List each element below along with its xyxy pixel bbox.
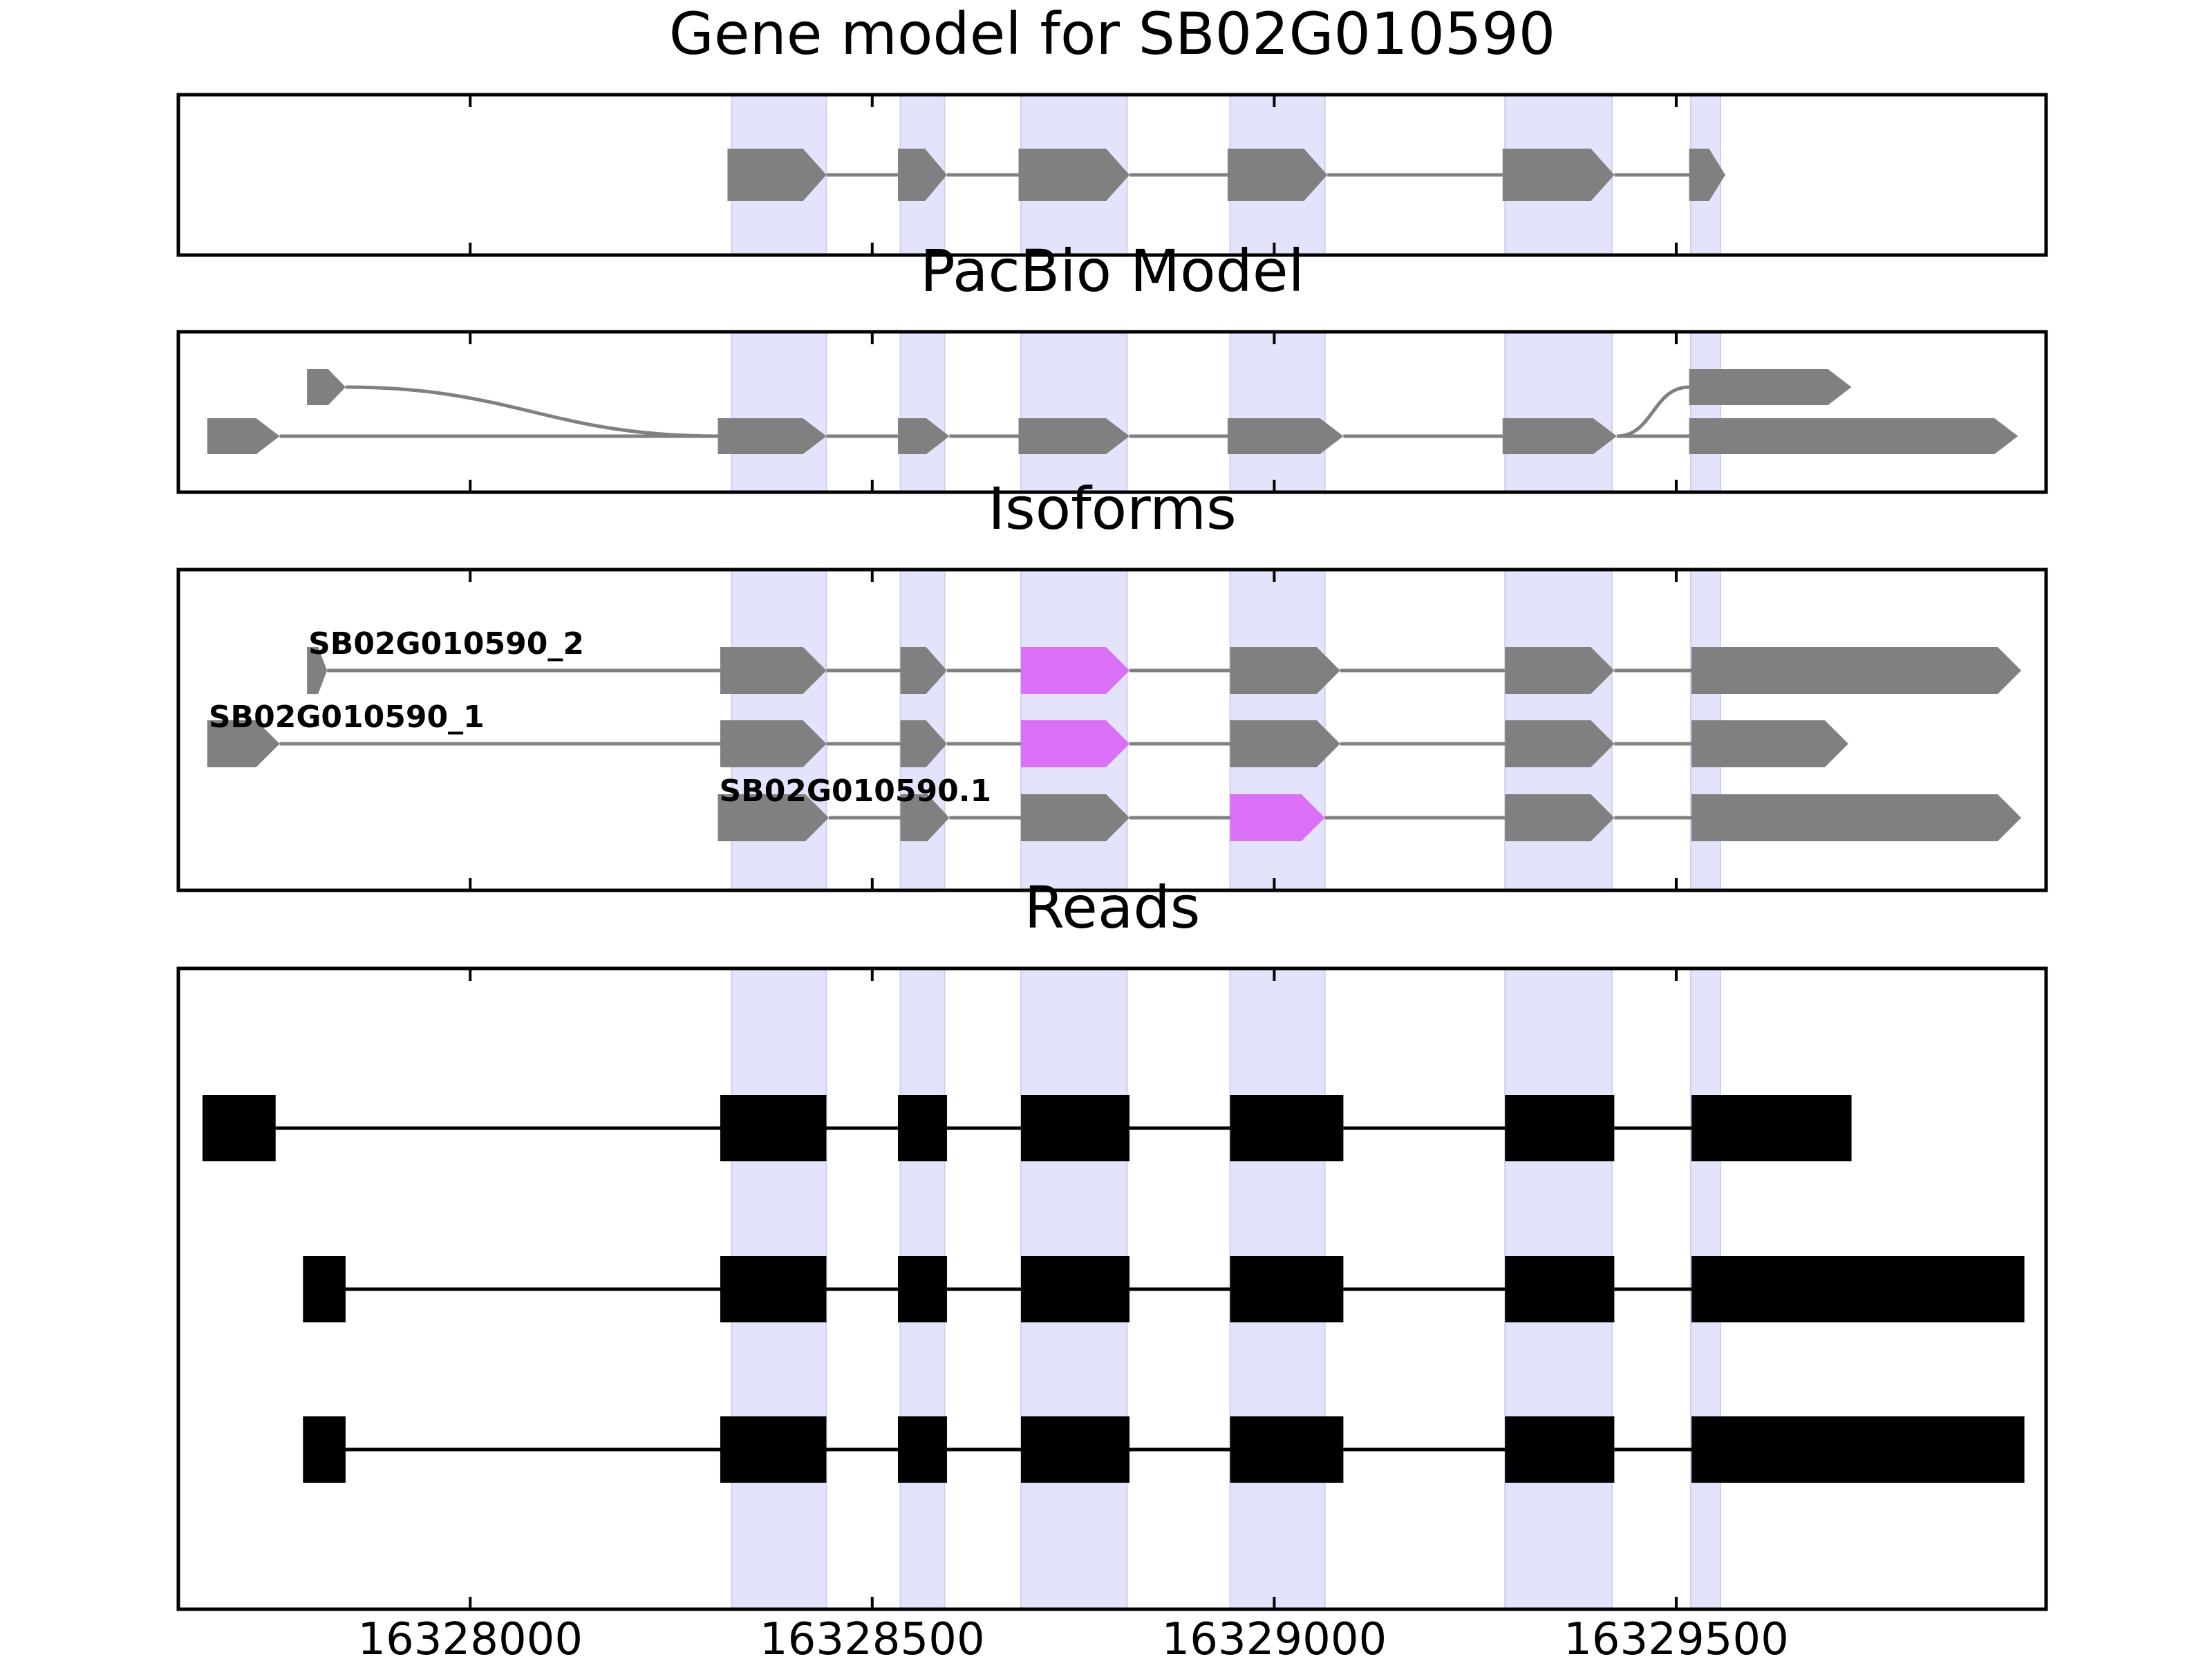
exon [900, 794, 950, 841]
read-block [1230, 1095, 1344, 1161]
exon [1691, 794, 2021, 841]
exon [1505, 794, 1615, 841]
read-block [1691, 1416, 2025, 1483]
read-block [898, 1095, 947, 1161]
connector-curve [1616, 385, 1689, 438]
exon-band [1505, 332, 1612, 492]
panel-4: Reads [176, 874, 2048, 1611]
track [727, 149, 1725, 201]
track [307, 369, 1852, 405]
highlighted-exon [1020, 720, 1130, 767]
highlighted-exon [1020, 647, 1130, 694]
read-block [1691, 1095, 1852, 1161]
panel-frame [176, 93, 2048, 257]
read-block [1230, 1416, 1344, 1483]
panel-3: Isoforms SB02G010590_2 SB02G010590_1 SB02G0… [176, 475, 2048, 892]
exon [1230, 720, 1340, 767]
panel-frame [176, 966, 2048, 1611]
highlighted-exon [1230, 794, 1325, 841]
exon [1502, 418, 1617, 454]
panel-frame [176, 330, 2048, 494]
x-axis: 16328000 16328500 16329000 16329500 [357, 1614, 1788, 1659]
exon [1227, 149, 1328, 201]
panel-title: Gene model for SB02G010590 [669, 0, 1555, 68]
exon [727, 149, 827, 201]
panel-1: Gene model for SB02G010590 [176, 0, 2048, 257]
exon-band [900, 332, 945, 492]
exon [900, 647, 947, 694]
exon [1502, 149, 1615, 201]
panel-title: Reads [1024, 874, 1201, 941]
read-block [720, 1416, 827, 1483]
x-tick-label: 16328000 [357, 1614, 583, 1659]
read-block [898, 1416, 947, 1483]
exon-band [731, 332, 827, 492]
x-tick-label: 16329000 [1162, 1614, 1387, 1659]
track [303, 1256, 2025, 1322]
read-block [1020, 1416, 1130, 1483]
read-block [898, 1256, 947, 1322]
exon [307, 369, 346, 405]
exon [1691, 720, 1848, 767]
exon [1689, 149, 1725, 201]
exon [1018, 418, 1130, 454]
exon [718, 794, 829, 841]
read-block [1505, 1416, 1615, 1483]
read-block [720, 1095, 827, 1161]
exon [898, 149, 947, 201]
read-block [1505, 1095, 1615, 1161]
panel-title: Isoforms [988, 475, 1237, 543]
exon [1505, 720, 1615, 767]
track: SB02G010590.1 [718, 774, 2021, 841]
read-block [1505, 1256, 1615, 1322]
panel-title: PacBio Model [920, 237, 1304, 305]
read-block [1691, 1256, 2025, 1322]
exon [900, 720, 947, 767]
exon-band [1020, 332, 1127, 492]
read-block [303, 1256, 346, 1322]
exon [898, 418, 950, 454]
exon-band [1690, 332, 1721, 492]
track: SB02G010590_1 [207, 700, 1848, 767]
track: SB02G010590_2 [307, 626, 2021, 694]
exon [720, 647, 827, 694]
exon [1227, 418, 1344, 454]
exon [307, 647, 328, 694]
read-block [1230, 1256, 1344, 1322]
track [207, 418, 2018, 454]
read-block [1020, 1095, 1130, 1161]
read-block [720, 1256, 827, 1322]
read-block [303, 1416, 346, 1483]
panels-layer: Gene model for SB02G010590 PacBio Model Is… [176, 0, 2048, 1611]
x-tick-label: 16328500 [760, 1614, 985, 1659]
exon [207, 418, 280, 454]
exon [1689, 418, 2018, 454]
panel-frame [176, 568, 2048, 892]
track [303, 1416, 2025, 1483]
track [202, 1095, 1852, 1161]
panel-2: PacBio Model [176, 237, 2048, 494]
read-block [1020, 1256, 1130, 1322]
exon [720, 720, 827, 767]
connector-curve [345, 385, 718, 438]
read-block [202, 1095, 276, 1161]
exon [1020, 794, 1130, 841]
isoform-label: SB02G010590_1 [209, 700, 485, 735]
isoform-label: SB02G010590.1 [719, 774, 991, 809]
exon [1505, 647, 1615, 694]
exon [1689, 369, 1852, 405]
exon [1018, 149, 1130, 201]
pacbio-connectors [345, 385, 1689, 438]
exon [207, 720, 280, 767]
exon [1230, 647, 1340, 694]
exon-band [1230, 332, 1325, 492]
exon [1691, 647, 2021, 694]
exon [718, 418, 827, 454]
x-tick-label: 16329500 [1564, 1614, 1789, 1659]
isoform-label: SB02G010590_2 [308, 626, 584, 662]
